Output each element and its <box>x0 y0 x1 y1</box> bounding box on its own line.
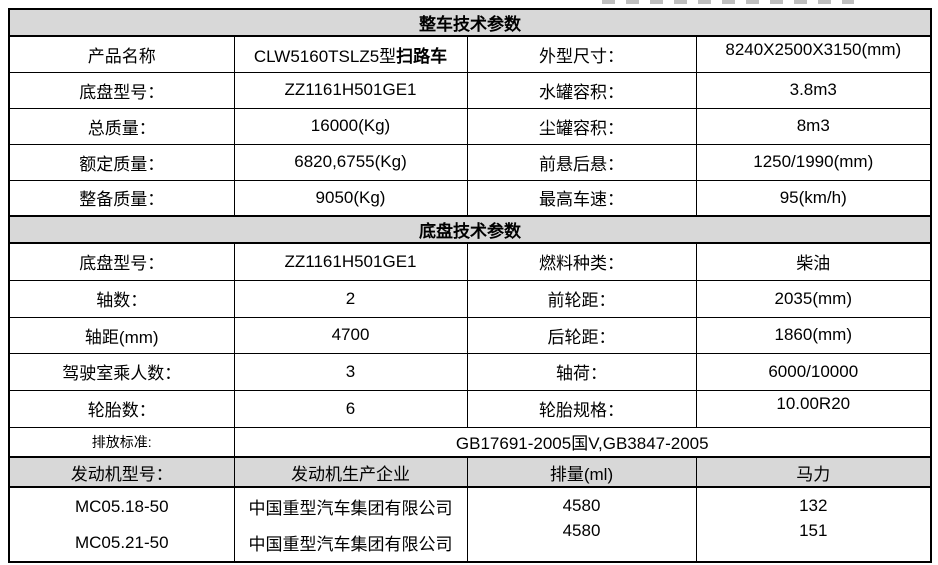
engine-displacement-cell: 4580 4580 <box>466 486 697 563</box>
param-value-cell: 6 <box>233 389 468 428</box>
engine-horsepower: 132 <box>799 496 828 515</box>
param-label-cell: 底盘型号： <box>8 71 235 109</box>
param-label-cell: 最高车速： <box>466 179 697 217</box>
param-label-cell: 额定质量： <box>8 143 235 181</box>
engine-col-header-model: 发动机型号： <box>8 456 235 488</box>
section-title-chassis: 底盘技术参数 <box>8 215 932 244</box>
spec-table: 整车技术参数 产品名称 CLW5160TSLZ5型扫路车 外型尺寸： 8240X… <box>8 8 932 563</box>
table-row: 底盘型号： ZZ1161H501GE1 水罐容积： 3.8m3 <box>8 71 932 109</box>
param-value-cell: 6000/10000 <box>695 352 932 391</box>
param-value-cell: 8m3 <box>695 107 932 145</box>
engine-col-header-manufacturer: 发动机生产企业 <box>233 456 468 488</box>
param-value-cell: 16000(Kg) <box>233 107 468 145</box>
engine-horsepower-cell: 132 151 <box>695 486 932 563</box>
param-value-cell: 3.8m3 <box>695 71 932 109</box>
engine-model: MC05.18-50 <box>74 496 169 516</box>
param-label-cell: 产品名称 <box>8 35 235 73</box>
param-value-cell: 6820,6755(Kg) <box>233 143 468 181</box>
param-value-cell: 10.00R20 <box>695 389 932 428</box>
table-row: 额定质量： 6820,6755(Kg) 前悬后悬： 1250/1990(mm) <box>8 143 932 181</box>
param-value-cell: ZZ1161H501GE1 <box>233 71 468 109</box>
table-row: 驾驶室乘人数： 3 轴荷： 6000/10000 <box>8 352 932 391</box>
param-label-cell: 外型尺寸： <box>466 35 697 73</box>
param-label-cell: 前轮距： <box>466 279 697 318</box>
table-row: 产品名称 CLW5160TSLZ5型扫路车 外型尺寸： 8240X2500X31… <box>8 35 932 73</box>
param-label-cell: 轴数： <box>8 279 235 318</box>
param-label-cell: 驾驶室乘人数： <box>8 352 235 391</box>
table-row: 轮胎数： 6 轮胎规格： 10.00R20 <box>8 389 932 428</box>
param-label-cell: 总质量： <box>8 107 235 145</box>
param-label-cell: 整备质量： <box>8 179 235 217</box>
table-row: 底盘型号： ZZ1161H501GE1 燃料种类： 柴油 <box>8 242 932 281</box>
param-label-cell: 后轮距： <box>466 316 697 354</box>
param-value-cell: 柴油 <box>695 242 932 281</box>
engine-manufacturer: 中国重型汽车集团有限公司 <box>248 535 453 554</box>
param-label-cell: 轴荷： <box>466 352 697 391</box>
emission-label: 排放标准: <box>8 426 235 458</box>
param-value-cell: 1250/1990(mm) <box>695 143 932 181</box>
param-label-cell: 轮胎规格： <box>466 389 697 428</box>
engine-col-header-displacement: 排量(ml) <box>466 456 697 488</box>
engine-displacement: 4580 <box>562 496 601 515</box>
param-value-cell: 4700 <box>233 316 468 354</box>
param-value-cell: 3 <box>233 352 468 391</box>
param-label-cell: 水罐容积： <box>466 71 697 109</box>
engine-horsepower: 151 <box>799 521 828 540</box>
table-row: 发动机型号： 发动机生产企业 排量(ml) 马力 <box>8 456 932 488</box>
param-label-cell: 轴距(mm) <box>8 316 235 354</box>
table-row: MC05.18-50 MC05.21-50 中国重型汽车集团有限公司 中国重型汽… <box>8 486 932 563</box>
param-label-cell: 燃料种类： <box>466 242 697 281</box>
table-row: 总质量： 16000(Kg) 尘罐容积： 8m3 <box>8 107 932 145</box>
engine-manufacturer: 中国重型汽车集团有限公司 <box>248 499 453 518</box>
engine-model-cell: MC05.18-50 MC05.21-50 <box>8 486 235 563</box>
param-value-cell: 9050(Kg) <box>233 179 468 217</box>
engine-manufacturer-cell: 中国重型汽车集团有限公司 中国重型汽车集团有限公司 <box>233 486 468 563</box>
param-value-cell: 1860(mm) <box>695 316 932 354</box>
product-model-text: CLW5160TSLZ5型 <box>253 46 397 66</box>
table-row: 轴距(mm) 4700 后轮距： 1860(mm) <box>8 316 932 354</box>
param-value-cell: 8240X2500X3150(mm) <box>695 35 932 73</box>
product-type-text: 扫路车 <box>396 46 448 66</box>
param-value-cell: CLW5160TSLZ5型扫路车 <box>233 35 468 73</box>
table-row: 整备质量： 9050(Kg) 最高车速： 95(km/h) <box>8 179 932 217</box>
param-label-cell: 轮胎数： <box>8 389 235 428</box>
param-value-cell: 2035(mm) <box>695 279 932 318</box>
param-label-cell: 底盘型号： <box>8 242 235 281</box>
param-value-cell: 95(km/h) <box>695 179 932 217</box>
emission-value: GB17691-2005国V,GB3847-2005 <box>233 426 932 458</box>
param-label-cell: 前悬后悬： <box>466 143 697 181</box>
param-value-cell: ZZ1161H501GE1 <box>233 242 468 281</box>
table-row: 轴数： 2 前轮距： 2035(mm) <box>8 279 932 318</box>
cropped-text-fragment <box>602 0 854 4</box>
engine-model: MC05.21-50 <box>74 532 169 552</box>
param-label-cell: 尘罐容积： <box>466 107 697 145</box>
engine-col-header-horsepower: 马力 <box>695 456 932 488</box>
param-value-cell: 2 <box>233 279 468 318</box>
section-title-vehicle: 整车技术参数 <box>8 8 932 37</box>
engine-displacement: 4580 <box>562 521 601 540</box>
table-row: 排放标准: GB17691-2005国V,GB3847-2005 <box>8 426 932 458</box>
